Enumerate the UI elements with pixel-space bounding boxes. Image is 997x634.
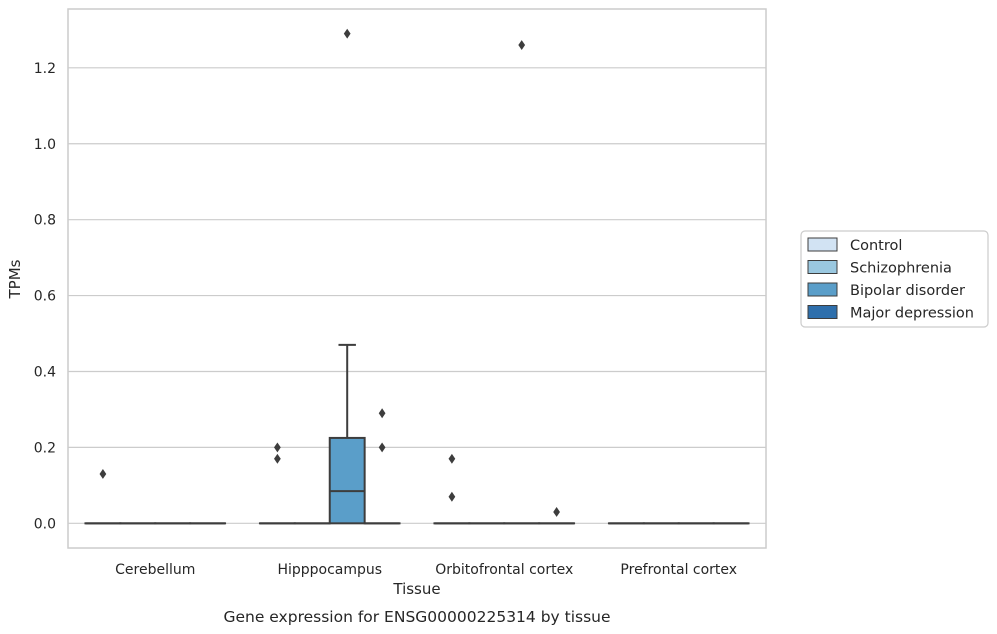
x-tick-label: Prefrontal cortex bbox=[620, 562, 737, 578]
y-tick-label: 0.8 bbox=[34, 213, 56, 229]
legend-label: Bipolar disorder bbox=[850, 283, 965, 299]
x-tick-label: Cerebellum bbox=[115, 562, 195, 578]
box-control bbox=[84, 469, 122, 525]
grid-lines bbox=[68, 67, 766, 524]
y-tick-label: 0.4 bbox=[34, 364, 56, 380]
outlier-point bbox=[274, 453, 281, 464]
outlier-point bbox=[274, 442, 281, 453]
box-bipolar-disorder bbox=[328, 28, 366, 525]
legend-frame bbox=[800, 230, 989, 328]
x-axis-ticks: Cerebellum Hipppocampus Orbitofrontal cort… bbox=[115, 562, 737, 578]
x-axis-label: Tissue bbox=[392, 580, 440, 598]
outlier-point bbox=[378, 408, 386, 419]
x-tick-label: Hipppocampus bbox=[277, 562, 382, 578]
legend-label: Control bbox=[850, 238, 902, 254]
y-tick-label: 1.0 bbox=[34, 137, 56, 153]
outlier-point bbox=[378, 442, 386, 453]
box-bipolar-disorder bbox=[503, 40, 541, 525]
outlier-point bbox=[448, 491, 456, 502]
box-major-depression bbox=[363, 408, 401, 525]
plot-frame bbox=[67, 8, 767, 549]
y-tick-label: 1.2 bbox=[34, 61, 56, 77]
box-major-depression bbox=[538, 506, 576, 525]
plot-area bbox=[84, 28, 750, 525]
box-control bbox=[258, 442, 296, 525]
legend-label: Major depression bbox=[850, 306, 974, 322]
outlier-point bbox=[553, 506, 560, 517]
legend: Control Schizophrenia Bipolar disorder Majo… bbox=[800, 230, 989, 328]
legend-swatch bbox=[807, 305, 838, 319]
chart-caption: Gene expression for ENSG00000225314 by t… bbox=[223, 608, 610, 626]
legend-swatch bbox=[807, 282, 838, 297]
y-axis-ticks: 0.0 0.2 0.4 0.6 0.8 1.0 1.2 bbox=[34, 61, 56, 532]
box-body bbox=[328, 436, 366, 525]
box-control bbox=[433, 453, 471, 525]
y-tick-label: 0.0 bbox=[34, 516, 56, 532]
y-tick-label: 0.2 bbox=[34, 440, 56, 456]
outlier-point bbox=[343, 28, 351, 39]
outlier-point bbox=[518, 40, 526, 51]
y-axis-label: TPMs bbox=[6, 259, 24, 299]
y-tick-label: 0.6 bbox=[34, 289, 56, 305]
legend-swatch bbox=[807, 237, 838, 252]
x-tick-label: Orbitofrontal cortex bbox=[435, 562, 573, 578]
outlier-point bbox=[99, 469, 107, 479]
outlier-point bbox=[448, 453, 456, 464]
legend-label: Schizophrenia bbox=[850, 261, 952, 277]
legend-swatch bbox=[807, 260, 838, 274]
